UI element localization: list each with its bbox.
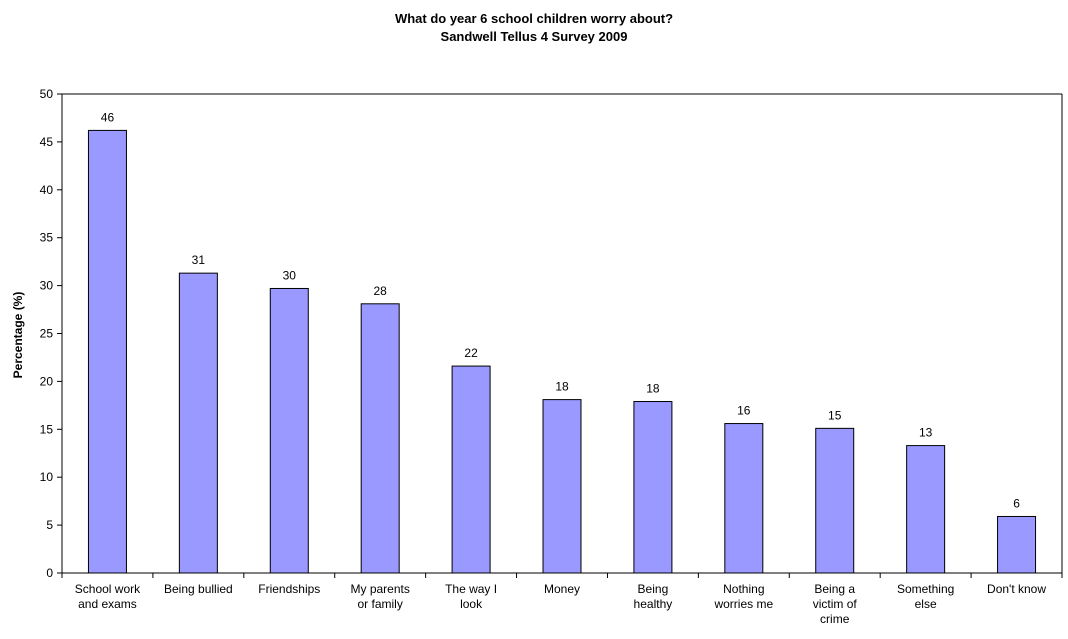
x-tick-label: Something else	[897, 582, 954, 611]
y-tick-label: 10	[40, 470, 54, 484]
data-label: 18	[555, 380, 569, 394]
chart-title: What do year 6 school children worry abo…	[395, 11, 673, 26]
bar	[633, 401, 673, 574]
bar	[269, 287, 309, 574]
x-tick-label: Friendships	[258, 582, 320, 596]
data-label: 22	[464, 346, 478, 360]
y-tick-label: 0	[46, 566, 53, 580]
x-tick-label: School work and exams	[75, 582, 141, 611]
data-label: 13	[919, 426, 933, 440]
bar	[906, 445, 946, 574]
data-label: 15	[828, 408, 842, 422]
data-label: 46	[101, 110, 115, 124]
bar	[815, 427, 855, 574]
x-tick-label: Being healthy	[634, 582, 673, 611]
x-tick-label: My parents or family	[351, 582, 410, 611]
y-tick-label: 5	[46, 518, 53, 532]
data-label: 31	[192, 253, 206, 267]
data-label: 6	[1013, 496, 1020, 510]
y-tick-label: 15	[40, 422, 54, 436]
y-tick-label: 40	[40, 183, 54, 197]
data-label: 30	[283, 268, 297, 282]
y-tick-label: 25	[40, 327, 54, 341]
data-label: 28	[374, 284, 388, 298]
bar	[997, 515, 1037, 574]
bar	[724, 423, 764, 574]
y-tick-label: 20	[40, 374, 54, 388]
data-label: 18	[646, 382, 660, 396]
y-axis-label: Percentage (%)	[11, 292, 25, 379]
y-tick-label: 35	[40, 231, 54, 245]
y-tick-label: 30	[40, 279, 54, 293]
x-tick-label: Money	[544, 582, 580, 596]
plot-area: 0 5 10 15 20 25 30 35 40 45 50 46 School work and exa…	[40, 87, 1063, 626]
x-tick-label: Being bullied	[164, 582, 233, 596]
bar	[542, 399, 582, 574]
bar	[178, 272, 218, 574]
bar	[360, 303, 400, 574]
y-tick-label: 50	[40, 87, 54, 101]
bar	[451, 365, 491, 574]
bar	[87, 129, 127, 574]
data-label: 16	[737, 404, 751, 418]
x-tick-label: Being a victim of crime	[813, 582, 858, 626]
x-tick-label: Nothing worries me	[713, 582, 773, 611]
x-tick-label: Don't know	[987, 582, 1046, 596]
chart-subtitle: Sandwell Tellus 4 Survey 2009	[441, 29, 628, 44]
y-tick-label: 45	[40, 135, 54, 149]
